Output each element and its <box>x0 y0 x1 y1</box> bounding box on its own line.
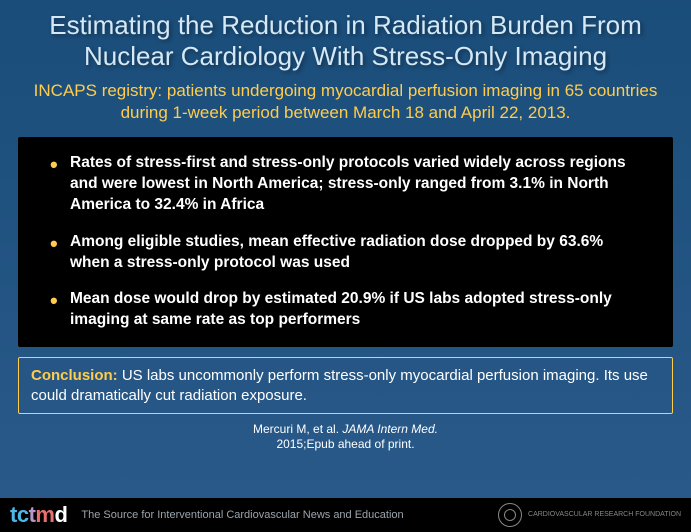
conclusion-panel: Conclusion: US labs uncommonly perform s… <box>18 357 673 414</box>
citation: Mercuri M, et al. JAMA Intern Med. 2015;… <box>0 420 691 453</box>
bullets-panel: Rates of stress-first and stress-only pr… <box>18 137 673 347</box>
citation-journal: JAMA Intern Med. <box>342 422 438 436</box>
crf-badge-text: Cardiovascular Research Foundation <box>528 511 681 519</box>
bullet-item: Rates of stress-first and stress-only pr… <box>46 153 645 216</box>
conclusion-text: US labs uncommonly perform stress-only m… <box>31 367 648 404</box>
conclusion-label: Conclusion: <box>31 367 118 384</box>
footer-tagline: The Source for Interventional Cardiovasc… <box>81 509 498 521</box>
citation-authors: Mercuri M, et al. <box>253 422 342 436</box>
crf-badge-icon <box>498 503 522 527</box>
slide-title: Estimating the Reduction in Radiation Bu… <box>0 0 691 80</box>
bullet-item: Among eligible studies, mean effective r… <box>46 232 645 274</box>
citation-rest: 2015;Epub ahead of print. <box>276 437 414 451</box>
bullet-item: Mean dose would drop by estimated 20.9% … <box>46 289 645 331</box>
crf-badge: Cardiovascular Research Foundation <box>498 503 681 527</box>
footer-bar: tctmd The Source for Interventional Card… <box>0 498 691 532</box>
slide-subtitle: INCAPS registry: patients undergoing myo… <box>0 80 691 133</box>
tctmd-logo: tctmd <box>10 502 67 528</box>
